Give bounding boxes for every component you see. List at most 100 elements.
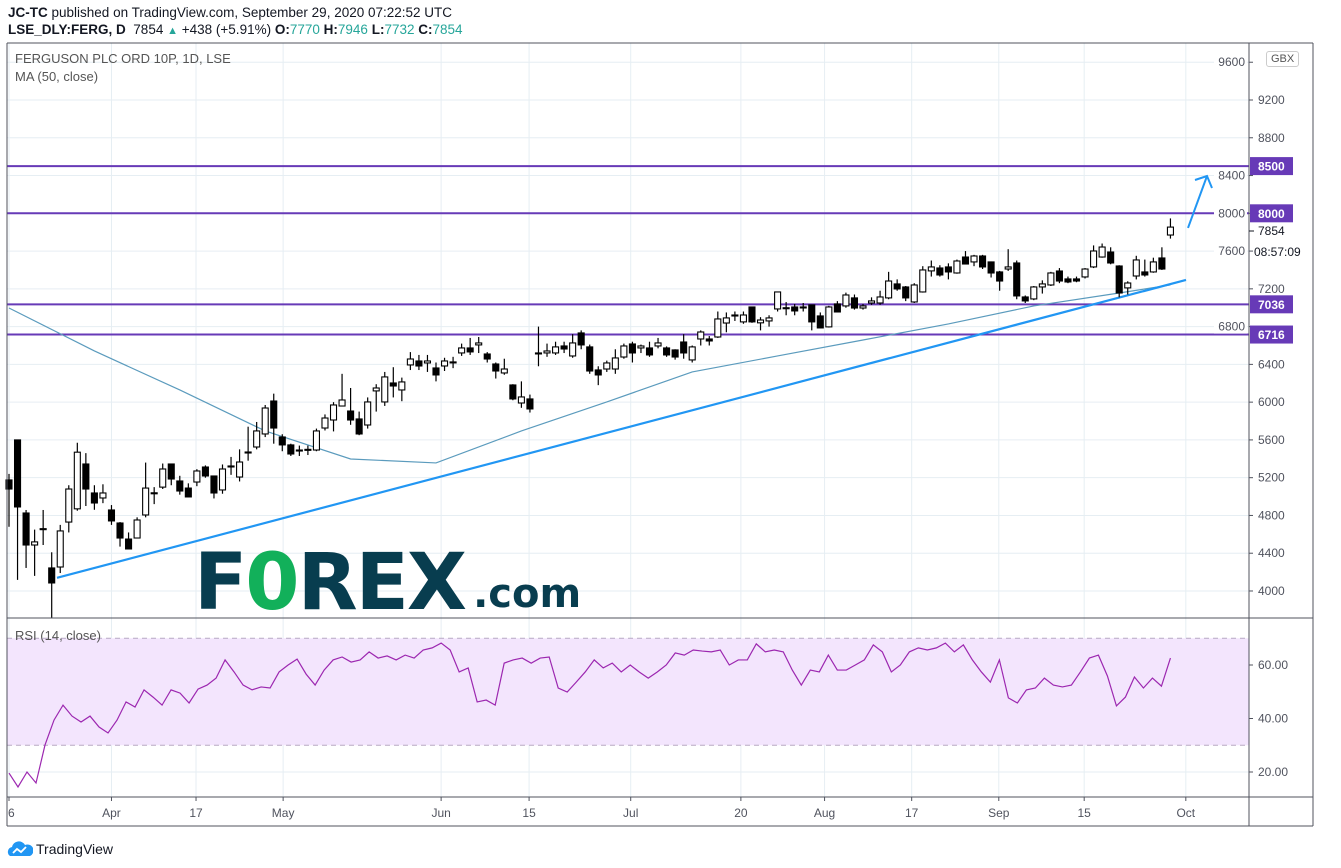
candle bbox=[919, 266, 927, 293]
level-label-bg bbox=[1250, 204, 1293, 223]
candle-body bbox=[620, 345, 628, 358]
candle bbox=[295, 445, 303, 456]
candle-body bbox=[910, 284, 918, 303]
candle bbox=[492, 362, 500, 379]
candle-body bbox=[31, 541, 39, 546]
trendline[interactable] bbox=[56, 278, 1187, 579]
price-tick-label: 6400 bbox=[1258, 357, 1285, 371]
arrow-head bbox=[1194, 174, 1213, 189]
candle-body bbox=[398, 381, 406, 391]
candle bbox=[355, 411, 363, 436]
candle-body bbox=[466, 347, 474, 353]
candle bbox=[654, 337, 662, 349]
candle-body bbox=[637, 345, 645, 349]
price-change: +438 (+5.91%) bbox=[181, 22, 272, 37]
candle bbox=[611, 349, 619, 374]
candle bbox=[1047, 271, 1055, 287]
candle-body bbox=[483, 353, 491, 360]
candle-body bbox=[1072, 278, 1081, 282]
ma-legend[interactable]: MA (50, close) bbox=[15, 69, 99, 84]
candle bbox=[1141, 259, 1149, 277]
time-axis[interactable]: 6 Apr 17 May Jun 15 Jul 20 Aug 17 Sep 15 Oct bbox=[8, 797, 1196, 820]
level-label: 7036 bbox=[1258, 298, 1285, 312]
candle-body bbox=[526, 398, 534, 410]
candle bbox=[825, 305, 833, 328]
candle-body bbox=[449, 361, 457, 364]
candle bbox=[236, 449, 244, 482]
candle-body bbox=[765, 317, 773, 322]
candle-body bbox=[885, 280, 893, 299]
candle bbox=[176, 475, 184, 495]
price-tick-label: 8400 bbox=[1218, 169, 1245, 183]
price-axis[interactable]: 9600 9200 8800 8400 8000 7600 7200 6800 6400 6000… bbox=[1214, 54, 1285, 598]
candle bbox=[500, 358, 508, 375]
candle bbox=[560, 341, 568, 354]
candle-body bbox=[1038, 283, 1046, 288]
candle-body bbox=[603, 362, 611, 370]
arrow-drawing[interactable] bbox=[1187, 174, 1213, 229]
candle bbox=[1038, 280, 1046, 294]
candle bbox=[927, 260, 935, 277]
candle-body bbox=[560, 345, 568, 350]
candle-body bbox=[1004, 266, 1012, 270]
candle bbox=[389, 367, 397, 398]
candle bbox=[526, 394, 534, 413]
level-label: 8000 bbox=[1258, 207, 1285, 221]
time-tick-label: 17 bbox=[905, 806, 919, 820]
candle-body bbox=[304, 448, 312, 451]
tradingview-logo[interactable]: TradingView bbox=[7, 841, 113, 857]
candle-body bbox=[705, 338, 713, 342]
candle bbox=[961, 251, 970, 265]
candle-body bbox=[919, 269, 927, 293]
open-value: 7770 bbox=[289, 22, 320, 37]
candle bbox=[65, 485, 73, 533]
candle bbox=[1064, 276, 1072, 284]
candle-body bbox=[432, 367, 440, 376]
candle-body bbox=[509, 384, 517, 400]
candle bbox=[1081, 268, 1089, 279]
candle-body bbox=[867, 300, 876, 304]
candle-body bbox=[475, 342, 483, 346]
candle bbox=[82, 453, 90, 507]
candle-body bbox=[1115, 265, 1123, 294]
candle bbox=[1004, 249, 1012, 271]
candle-body bbox=[825, 306, 833, 328]
symbol: LSE_DLY:FERG, D bbox=[8, 22, 126, 37]
time-tick-label: Oct bbox=[1176, 806, 1195, 820]
candle bbox=[458, 343, 466, 356]
level-label: 6716 bbox=[1258, 328, 1285, 342]
rsi-tick-label: 20.00 bbox=[1258, 765, 1288, 779]
candle-body bbox=[381, 376, 389, 403]
time-tick-label: Aug bbox=[814, 806, 835, 820]
candle-body bbox=[193, 470, 201, 483]
currency-badge[interactable]: GBX bbox=[1266, 51, 1300, 67]
candle-body bbox=[253, 430, 261, 448]
price-tick-label: 8000 bbox=[1218, 206, 1245, 220]
candle bbox=[1090, 245, 1098, 269]
candle-body bbox=[663, 347, 671, 356]
high-value: 7946 bbox=[337, 22, 368, 37]
level-labels: 8500 8000 7036 6716 bbox=[1250, 157, 1293, 344]
candle bbox=[227, 456, 235, 475]
candle bbox=[833, 301, 841, 313]
candle-body bbox=[688, 346, 696, 361]
candle-body bbox=[1030, 286, 1038, 300]
candle-body bbox=[1047, 272, 1055, 286]
candle bbox=[125, 532, 133, 550]
price-tick-label: 9200 bbox=[1258, 93, 1285, 107]
candle-body bbox=[22, 512, 30, 546]
candle-body bbox=[270, 400, 278, 429]
candle bbox=[552, 341, 560, 355]
candle bbox=[697, 330, 705, 346]
candle-body bbox=[996, 271, 1004, 282]
candle-body bbox=[816, 315, 824, 329]
rsi-guides bbox=[7, 637, 1249, 746]
candle-body bbox=[1158, 257, 1166, 270]
candle bbox=[398, 377, 406, 402]
candle-body bbox=[569, 342, 577, 357]
rsi-legend[interactable]: RSI (14, close) bbox=[15, 628, 101, 643]
candle bbox=[253, 421, 261, 450]
candle-body bbox=[415, 360, 423, 367]
candle bbox=[90, 485, 98, 510]
